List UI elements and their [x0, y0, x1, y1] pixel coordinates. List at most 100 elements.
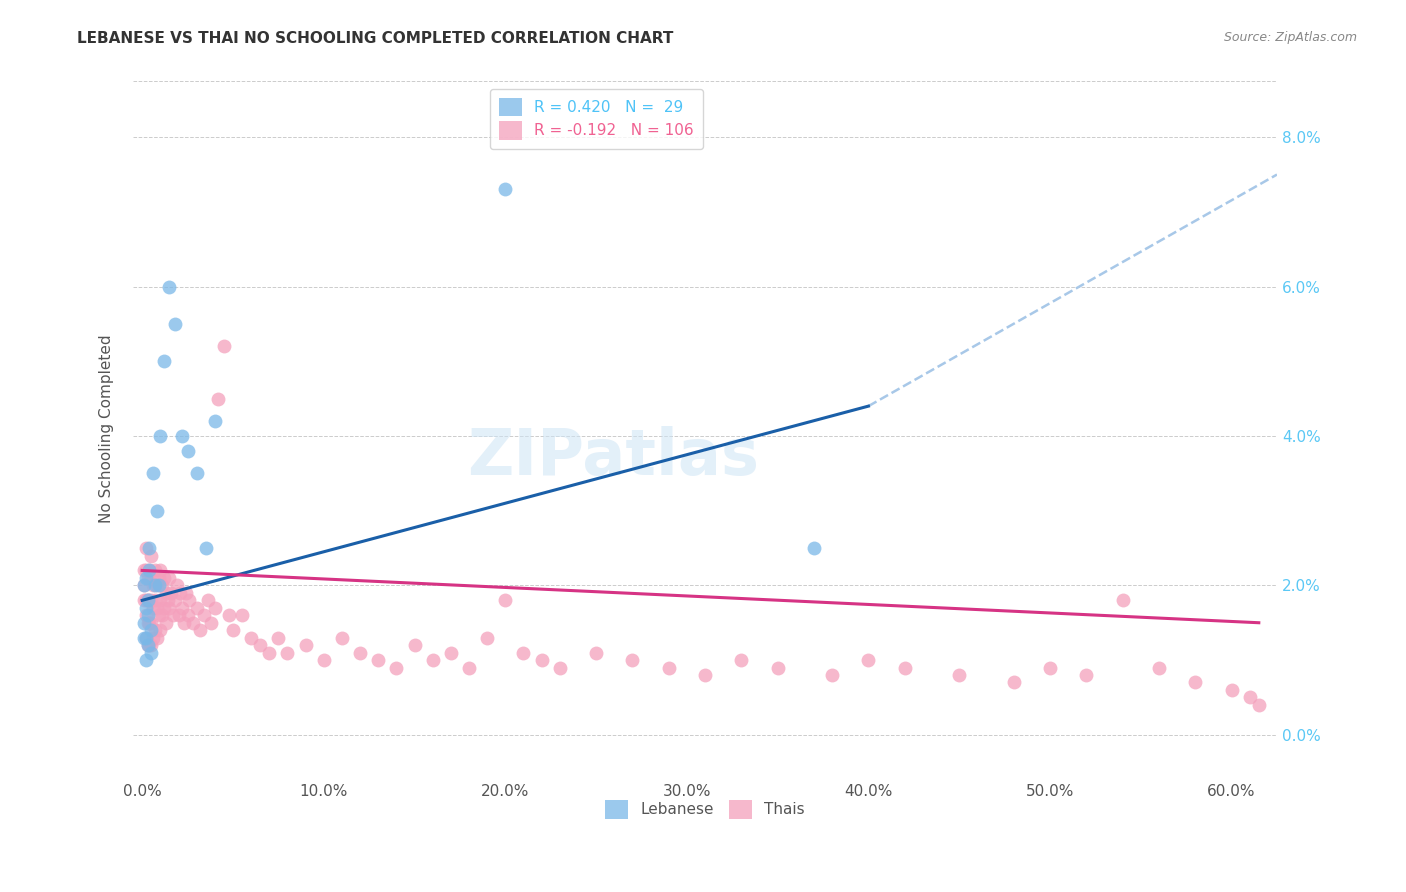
Point: [156, 593, 179, 607]
Point: [135, 564, 157, 578]
Point: [148, 608, 170, 623]
Point: [267, 631, 290, 645]
Point: [893, 660, 915, 674]
Point: [132, 578, 155, 592]
Point: [172, 600, 194, 615]
Point: [135, 571, 157, 585]
Point: [141, 593, 163, 607]
Point: [204, 414, 226, 428]
Point: [240, 631, 263, 645]
Point: [143, 624, 166, 638]
Point: [132, 564, 155, 578]
Point: [1220, 683, 1243, 698]
Point: [142, 600, 165, 615]
Point: [259, 646, 281, 660]
Point: [135, 608, 157, 623]
Point: [404, 638, 426, 652]
Point: [153, 571, 176, 585]
Point: [141, 638, 163, 652]
Point: [132, 593, 155, 607]
Point: [204, 600, 226, 615]
Point: [621, 653, 644, 667]
Point: [1247, 698, 1270, 712]
Point: [512, 646, 534, 660]
Point: [142, 631, 165, 645]
Point: [458, 660, 481, 674]
Point: [585, 646, 607, 660]
Point: [143, 564, 166, 578]
Point: [330, 631, 353, 645]
Point: [138, 638, 160, 652]
Point: [181, 615, 204, 630]
Point: [135, 593, 157, 607]
Point: [142, 578, 165, 592]
Point: [136, 571, 159, 585]
Point: [312, 653, 335, 667]
Point: [218, 608, 240, 623]
Point: [222, 624, 245, 638]
Point: [385, 660, 408, 674]
Point: [135, 631, 157, 645]
Point: [200, 615, 222, 630]
Point: [212, 339, 235, 353]
Point: [150, 608, 173, 623]
Point: [149, 624, 172, 638]
Point: [135, 541, 157, 555]
Point: [166, 578, 188, 592]
Point: [143, 593, 166, 607]
Point: [367, 653, 389, 667]
Point: [132, 615, 155, 630]
Y-axis label: No Schooling Completed: No Schooling Completed: [100, 334, 114, 523]
Point: [548, 660, 571, 674]
Point: [349, 646, 371, 660]
Point: [141, 571, 163, 585]
Point: [186, 467, 208, 481]
Point: [1184, 675, 1206, 690]
Point: [157, 571, 180, 585]
Point: [1111, 593, 1133, 607]
Point: [276, 646, 298, 660]
Point: [249, 638, 271, 652]
Point: [422, 653, 444, 667]
Point: [174, 586, 197, 600]
Point: [658, 660, 681, 674]
Point: [160, 586, 183, 600]
Point: [135, 631, 157, 645]
Point: [1076, 668, 1098, 682]
Point: [176, 444, 198, 458]
Point: [530, 653, 553, 667]
Point: [136, 638, 159, 652]
Point: [231, 608, 253, 623]
Point: [194, 541, 217, 555]
Point: [138, 615, 160, 630]
Point: [145, 578, 167, 592]
Point: [136, 593, 159, 607]
Point: [135, 653, 157, 667]
Point: [142, 467, 165, 481]
Point: [163, 593, 186, 607]
Point: [207, 392, 229, 406]
Point: [294, 638, 316, 652]
Text: LEBANESE VS THAI NO SCHOOLING COMPLETED CORRELATION CHART: LEBANESE VS THAI NO SCHOOLING COMPLETED …: [77, 31, 673, 46]
Point: [136, 608, 159, 623]
Point: [188, 624, 211, 638]
Point: [1002, 675, 1025, 690]
Point: [179, 593, 201, 607]
Point: [136, 638, 159, 652]
Point: [132, 631, 155, 645]
Point: [136, 615, 159, 630]
Point: [148, 571, 170, 585]
Point: [821, 668, 844, 682]
Point: [197, 593, 219, 607]
Point: [153, 600, 176, 615]
Point: [1039, 660, 1062, 674]
Point: [138, 541, 160, 555]
Point: [153, 354, 176, 368]
Point: [141, 624, 163, 638]
Point: [440, 646, 463, 660]
Point: [172, 429, 194, 443]
Point: [157, 600, 180, 615]
Point: [155, 586, 177, 600]
Point: [167, 608, 190, 623]
Point: [766, 660, 789, 674]
